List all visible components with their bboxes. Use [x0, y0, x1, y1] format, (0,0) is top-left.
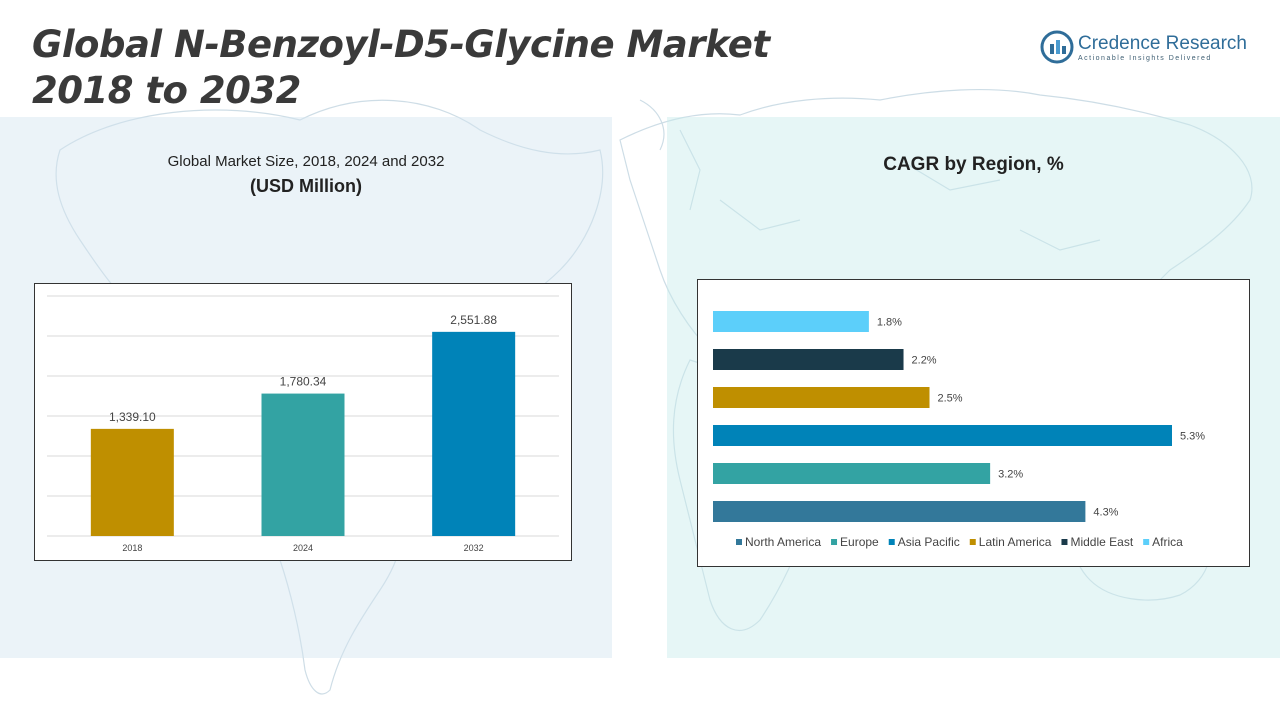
bar-africa	[713, 311, 869, 332]
bar-value-label: 5.3%	[1180, 431, 1205, 443]
bar-north-america	[713, 501, 1086, 522]
market-size-chart-frame: 1,339.10 2018 1,780.34 2024 2,551.88 2032	[34, 283, 572, 561]
bar-middle-east	[713, 349, 904, 370]
logo-name: Credence Research	[1078, 33, 1247, 54]
legend-swatch	[1061, 539, 1068, 545]
company-logo: Credence Research Actionable Insights De…	[1040, 30, 1260, 70]
legend-swatch	[969, 539, 976, 545]
bar-2024	[261, 393, 345, 536]
market-size-chart-subtitle: Global Market Size, 2018, 2024 and 2032	[167, 153, 445, 170]
market-size-bar-chart: 1,339.10 2018 1,780.34 2024 2,551.88 2032	[47, 295, 559, 553]
bar-value-label: 1,339.10	[109, 410, 156, 424]
cagr-chart-frame: 4.3% 3.2% 5.3% 2.5% 2.2% 1.8% North America Eur…	[697, 279, 1250, 567]
legend-label: North America	[745, 535, 821, 549]
chart-legend: North America Europe Asia Pacific Latin Ame…	[736, 535, 1183, 549]
legend-label: Latin America	[979, 535, 1052, 549]
bar-asia-pacific	[713, 425, 1172, 446]
legend-label: Middle East	[1070, 535, 1133, 549]
page-title: Global N-Benzoyl-D5-Glycine Market 2018 …	[32, 22, 770, 114]
x-tick-label: 2024	[293, 543, 313, 553]
bar-latin-america	[713, 387, 930, 408]
bar-value-label: 4.3%	[1093, 507, 1118, 519]
x-tick-label: 2018	[122, 543, 142, 553]
legend-label: Europe	[840, 535, 879, 549]
legend-swatch	[736, 539, 742, 545]
bar-value-label: 2.5%	[938, 393, 963, 405]
bar-2032	[432, 331, 516, 536]
market-size-chart-unit: (USD Million)	[250, 176, 362, 196]
logo-icon	[1040, 30, 1074, 64]
page-title-line-1: Global N-Benzoyl-D5-Glycine Market	[32, 23, 770, 66]
legend-label: Africa	[1152, 535, 1183, 549]
logo-tagline: Actionable Insights Delivered	[1078, 55, 1212, 62]
cagr-chart-title: CAGR by Region, %	[883, 154, 1064, 175]
cagr-horizontal-bar-chart: 4.3% 3.2% 5.3% 2.5% 2.2% 1.8% North America Eur…	[713, 311, 1205, 549]
legend-swatch	[831, 539, 838, 545]
legend-label: Asia Pacific	[898, 535, 960, 549]
bar-value-label: 2.2%	[912, 355, 937, 367]
bar-value-label: 3.2%	[998, 469, 1023, 481]
legend-swatch	[888, 539, 895, 545]
bar-europe	[713, 463, 991, 484]
bar-value-label: 1.8%	[877, 317, 902, 329]
legend-swatch	[1143, 539, 1150, 545]
bar-value-label: 2,551.88	[450, 313, 497, 327]
bar-2018	[90, 428, 174, 536]
page-title-line-2: 2018 to 2032	[32, 69, 301, 112]
bar-value-label: 1,780.34	[280, 375, 327, 389]
x-tick-label: 2032	[464, 543, 484, 553]
